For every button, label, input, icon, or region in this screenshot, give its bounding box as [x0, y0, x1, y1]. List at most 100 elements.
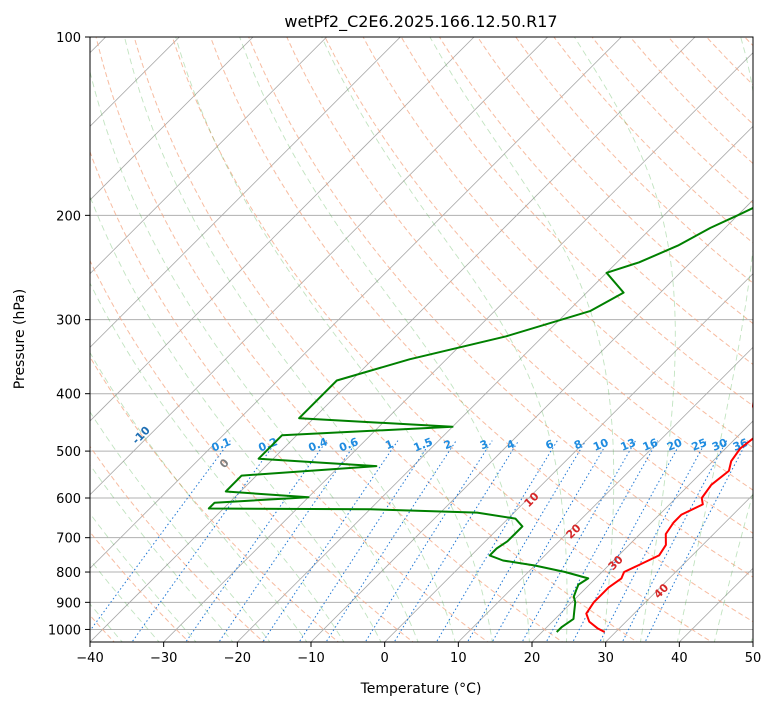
- mixing-ratio-label: 36: [731, 436, 750, 454]
- mixing-ratio-line: [364, 440, 493, 642]
- moist-adiabat-line: [676, 37, 753, 642]
- moist-adiabat-line: [90, 282, 345, 642]
- x-axis: −40 −30 −20 −10 0 10 20 30 40 50: [76, 642, 761, 666]
- dry-adiabat-line: [705, 37, 753, 86]
- dry-adiabat-label: -30: [0, 379, 9, 402]
- dry-adiabat-line: [771, 25, 775, 644]
- mixing-ratio-line: [185, 440, 328, 642]
- profile-series: [207, 206, 753, 633]
- isotherm-line: [457, 346, 753, 642]
- y-tick-label: 500: [56, 445, 81, 460]
- isotherm-line: [384, 273, 753, 642]
- x-tick-label: −10: [297, 651, 324, 666]
- mixing-ratio-line: [644, 440, 748, 642]
- dry-adiabat-line: [553, 37, 753, 244]
- mixing-ratio-label: 2: [442, 437, 454, 452]
- isotherm-line: [90, 37, 475, 422]
- y-tick-label: 700: [56, 532, 81, 547]
- mixing-ratio-line: [325, 440, 457, 642]
- dry-adiabat-label: -20: [57, 404, 80, 427]
- mixing-ratio-label: 10: [591, 436, 610, 454]
- y-axis: 100 200 300 400 500 600 700 800 900 1000: [48, 31, 90, 638]
- mixing-ratio-label: 1.5: [412, 435, 435, 454]
- dry-adiabat-line: [133, 37, 638, 642]
- moist-adiabat-line: [429, 37, 615, 642]
- dry-adiabat-line: [629, 37, 753, 165]
- y-tick-label: 200: [56, 209, 81, 224]
- y-axis-label: Pressure (hPa): [12, 289, 28, 389]
- y-tick-label: 100: [56, 31, 81, 46]
- dry-adiabat-line: [90, 150, 489, 642]
- mixing-ratio-label: 13: [619, 436, 638, 454]
- isotherm-line: [236, 125, 753, 642]
- isotherm-label: 20: [564, 521, 584, 541]
- moist-adiabat-line: [90, 195, 382, 642]
- y-tick-label: 400: [56, 388, 81, 403]
- isotherm-line: [605, 494, 753, 642]
- isotherm-line: [163, 52, 753, 642]
- mixing-ratio-line: [393, 440, 520, 642]
- dry-adiabat-line: [438, 37, 753, 366]
- moist-adiabat-line: [90, 464, 234, 642]
- y-tick-label: 900: [56, 596, 81, 611]
- x-axis-label: Temperature (°C): [360, 681, 482, 697]
- x-tick-label: 40: [671, 651, 688, 666]
- mixing-ratio-label: 1: [383, 437, 395, 452]
- isotherm-line: [90, 37, 254, 201]
- y-tick-label: 1000: [48, 623, 81, 638]
- isotherm-line: [678, 567, 753, 642]
- isotherm-line: [90, 37, 549, 496]
- isotherm-label: 10: [522, 490, 542, 510]
- dry-adiabat-line: [515, 37, 753, 284]
- isotherm-line: [90, 37, 328, 275]
- dry-adiabat-line: [744, 37, 753, 47]
- moist-adiabat-line: [713, 491, 753, 642]
- mixing-ratio-label: 0.1: [210, 435, 233, 454]
- temperature-line: [585, 397, 753, 633]
- x-tick-label: 10: [450, 651, 467, 666]
- x-tick-label: −30: [150, 651, 177, 666]
- isotherm-line: [90, 37, 180, 127]
- mixing-ratio-line: [298, 440, 432, 642]
- mixing-ratio-label: 6: [544, 437, 556, 452]
- mixing-ratio-line: [131, 440, 278, 642]
- x-tick-label: −20: [224, 651, 251, 666]
- moist-adiabat-line: [90, 411, 271, 642]
- moist-adiabat-line: [124, 37, 456, 642]
- isotherm-line: [310, 199, 753, 642]
- mixing-ratio-line: [621, 440, 728, 642]
- isotherm-label: 40: [651, 581, 671, 601]
- mixing-ratio-label: 8: [572, 437, 584, 452]
- moist-adiabat-line: [90, 69, 419, 642]
- mixing-ratio-line: [491, 440, 609, 642]
- x-tick-label: 20: [524, 651, 541, 666]
- moist-adiabat-line: [90, 351, 308, 642]
- moist-adiabat-line: [239, 37, 530, 642]
- dry-adiabat-line: [95, 37, 564, 642]
- chart-title: wetPf2_C2E6.2025.166.12.50.R17: [284, 12, 557, 32]
- dry-adiabat-line: [90, 531, 190, 642]
- isotherm-line: [90, 37, 401, 348]
- moist-adiabat-line: [574, 37, 676, 642]
- x-tick-label: −40: [76, 651, 103, 666]
- y-tick-label: 800: [56, 566, 81, 581]
- dry-adiabat-line: [667, 37, 753, 125]
- dry-adiabat-line: [248, 37, 753, 578]
- x-tick-label: 50: [745, 651, 762, 666]
- mixing-ratio-label: 25: [690, 436, 709, 454]
- x-tick-label: 0: [381, 651, 389, 666]
- mixing-ratio-line: [435, 440, 558, 642]
- dry-adiabat-line: [286, 37, 753, 534]
- dewpoint-line: [207, 206, 753, 633]
- dry-adiabat-line: [209, 37, 753, 623]
- mixing-ratio-label: 0.6: [337, 435, 360, 454]
- mixing-ratio-line: [466, 440, 587, 642]
- x-tick-label: 30: [597, 651, 614, 666]
- dry-adiabat-line: [90, 356, 340, 642]
- dry-adiabat-line: [400, 37, 753, 407]
- mixing-ratio-label: 3: [478, 437, 490, 452]
- moist-adiabat-line: [321, 37, 568, 642]
- mixing-ratio-label: 30: [710, 436, 729, 454]
- y-tick-label: 600: [56, 492, 81, 507]
- mixing-ratio-line: [262, 440, 399, 642]
